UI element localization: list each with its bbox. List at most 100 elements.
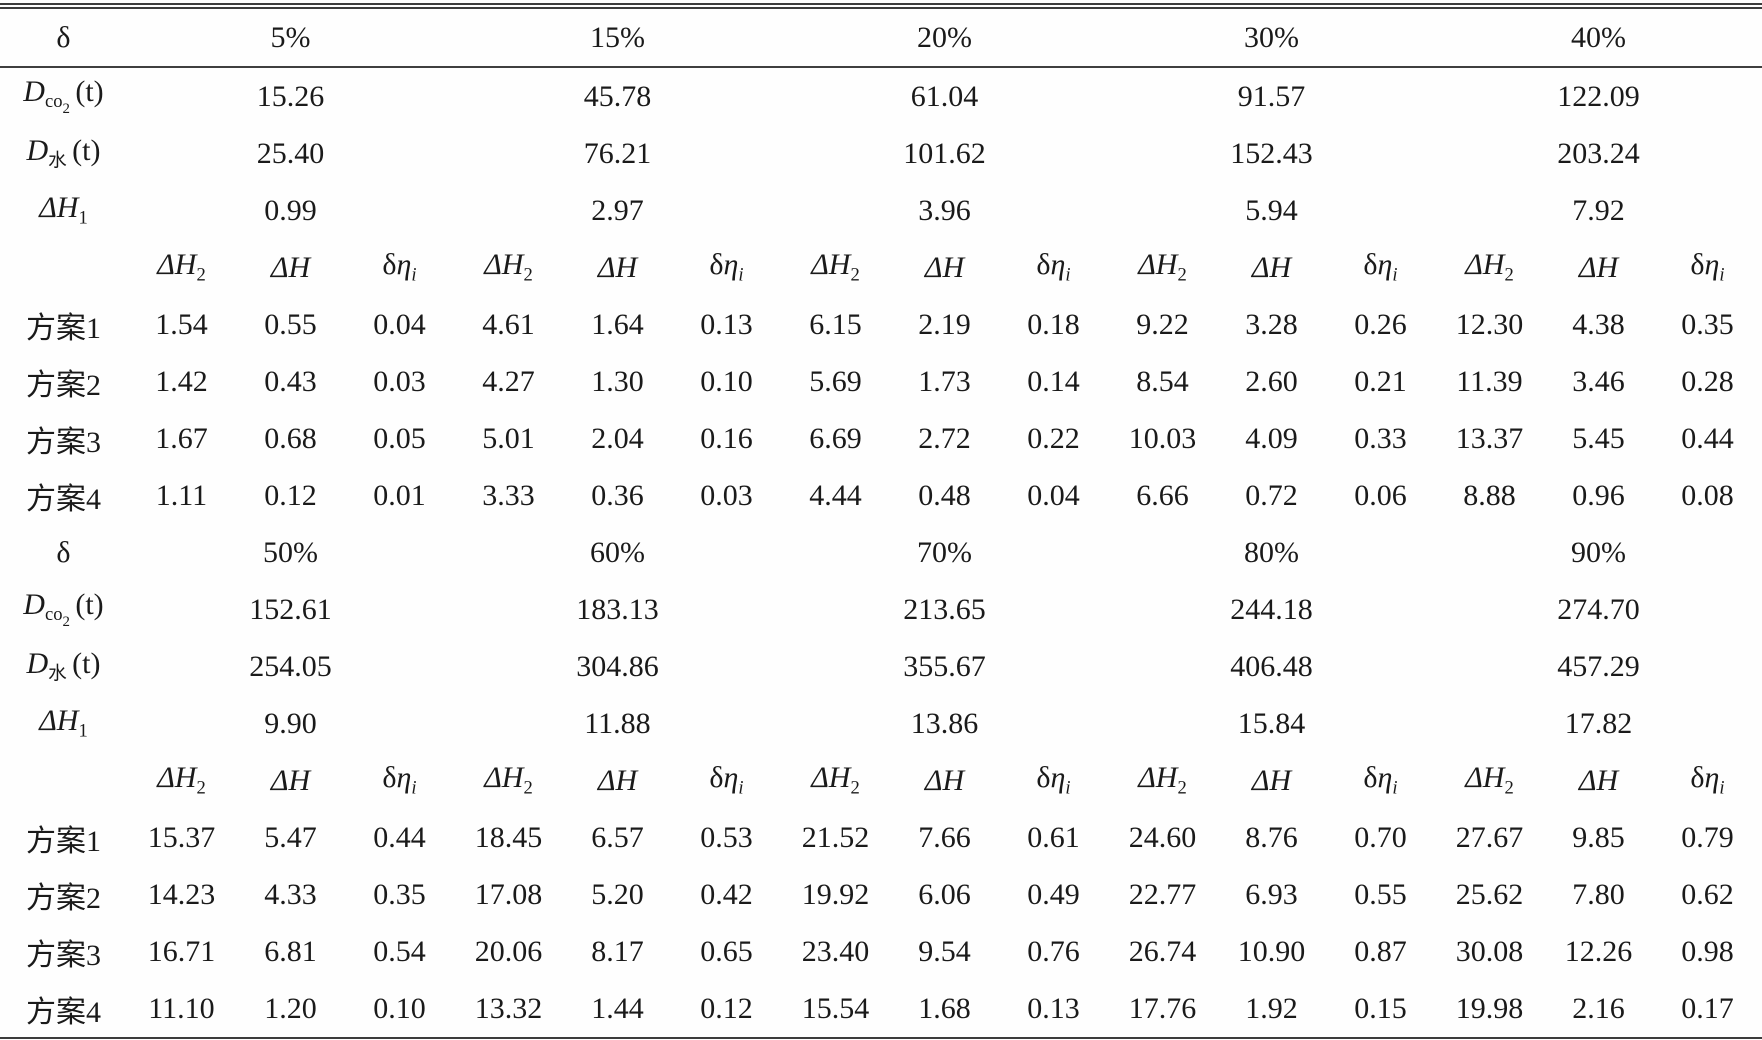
dh1-subscript: 1 <box>78 207 88 229</box>
value-text: 0.44 <box>1681 421 1734 455</box>
value-text: 91.57 <box>1237 79 1306 113</box>
value-text: 15.54 <box>801 991 870 1025</box>
d-subscript-2: 2 <box>62 614 70 631</box>
dh1-symbol: ΔH <box>39 191 79 225</box>
row-label-empty <box>0 752 127 809</box>
spacer-cell <box>454 638 563 695</box>
value-cell: 1.44 <box>563 980 672 1040</box>
value-cell: 12.26 <box>1544 923 1653 980</box>
value-text: 10.03 <box>1128 421 1197 455</box>
deta-subscript: i <box>738 777 744 799</box>
spacer-cell <box>999 6 1108 68</box>
deta-subscript: i <box>1392 264 1398 286</box>
value-cell: 4.44 <box>781 467 890 524</box>
delta-symbol: δ <box>56 535 71 569</box>
dh2-symbol: ΔH <box>484 248 524 282</box>
spacer-cell <box>1108 182 1217 239</box>
value-text: 13.37 <box>1455 421 1524 455</box>
deta-delta-symbol: δ <box>1690 761 1705 795</box>
value-cell: 61.04 <box>890 67 999 125</box>
value-cell: 8.76 <box>1217 809 1326 866</box>
row-label: ΔH1 <box>0 695 127 752</box>
value-text: 152.43 <box>1230 136 1313 170</box>
value-text: 50% <box>263 535 318 569</box>
value-cell: 0.55 <box>236 296 345 353</box>
spacer-cell <box>999 695 1108 752</box>
deta-delta-symbol: δ <box>382 248 397 282</box>
col-header-deta: δηi <box>672 752 781 809</box>
d-unit: (t) <box>75 587 104 621</box>
value-cell: 10.90 <box>1217 923 1326 980</box>
value-cell: 4.38 <box>1544 296 1653 353</box>
dwater-row: D水 (t) 25.40 76.21 101.62 152.43 203.24 <box>0 125 1762 182</box>
deta-eta-symbol: η <box>723 761 739 795</box>
value-cell: 406.48 <box>1217 638 1326 695</box>
row-label: ΔH1 <box>0 182 127 239</box>
value-cell: 0.16 <box>672 410 781 467</box>
value-cell: 355.67 <box>890 638 999 695</box>
value-cell: 2.19 <box>890 296 999 353</box>
results-table: δ 5% 15% 20% 30% 40% Dco2(t) 15.26 45.78 61.04 91.… <box>0 3 1762 1040</box>
spacer-cell <box>672 638 781 695</box>
spacer-cell <box>127 182 236 239</box>
value-cell: 76.21 <box>563 125 672 182</box>
spacer-cell <box>345 695 454 752</box>
value-cell: 0.96 <box>1544 467 1653 524</box>
value-cell: 11.88 <box>563 695 672 752</box>
dh2-subscript: 2 <box>196 777 206 799</box>
value-text: 0.68 <box>264 421 317 455</box>
d-subscript-text: 水 <box>48 663 67 685</box>
value-text: 0.05 <box>373 421 426 455</box>
value-text: 7.80 <box>1572 877 1625 911</box>
dh-symbol: ΔH <box>270 763 311 797</box>
dh1-row: ΔH1 0.99 2.97 3.96 5.94 7.92 <box>0 182 1762 239</box>
value-cell: 0.13 <box>999 980 1108 1040</box>
row-label-empty <box>0 239 127 296</box>
value-cell: 101.62 <box>890 125 999 182</box>
dh2-symbol: ΔH <box>1465 761 1505 795</box>
spacer-cell <box>1326 581 1435 638</box>
spacer-cell <box>1326 524 1435 581</box>
value-text: 19.92 <box>801 877 870 911</box>
dh2-subscript: 2 <box>523 264 533 286</box>
subheader-row: ΔH2 ΔH δηi ΔH2 ΔH δηi ΔH2 ΔH δηi ΔH2 ΔH δηi ΔH2 ΔH δηi <box>0 239 1762 296</box>
value-cell: 5.69 <box>781 353 890 410</box>
value-text: 0.42 <box>700 877 753 911</box>
spacer-cell <box>345 524 454 581</box>
dh2-subscript: 2 <box>1504 264 1514 286</box>
value-text: 0.61 <box>1027 820 1080 854</box>
d-subscript: co2 <box>45 91 70 117</box>
value-cell: 0.03 <box>672 467 781 524</box>
value-text: 1.42 <box>155 364 208 398</box>
value-text: 0.44 <box>373 820 426 854</box>
value-cell: 244.18 <box>1217 581 1326 638</box>
scheme-label: 方案1 <box>0 809 127 866</box>
value-text: 6.15 <box>809 307 862 341</box>
value-cell: 7.66 <box>890 809 999 866</box>
spacer-cell <box>454 67 563 125</box>
value-text: 0.21 <box>1354 364 1407 398</box>
value-text: 11.39 <box>1456 364 1523 398</box>
col-header-deta: δηi <box>1326 239 1435 296</box>
d-symbol: D <box>26 134 49 168</box>
value-text: 30% <box>1244 20 1299 54</box>
dh2-symbol: ΔH <box>157 761 197 795</box>
value-cell: 6.69 <box>781 410 890 467</box>
col-header-dh: ΔH <box>1544 239 1653 296</box>
value-cell: 122.09 <box>1544 67 1653 125</box>
value-cell: 3.96 <box>890 182 999 239</box>
value-cell: 0.35 <box>345 866 454 923</box>
value-cell: 0.36 <box>563 467 672 524</box>
value-text: 1.92 <box>1245 991 1298 1025</box>
value-cell: 60% <box>563 524 672 581</box>
d-unit: (t) <box>75 74 104 108</box>
value-text: 4.27 <box>482 364 535 398</box>
spacer-cell <box>999 182 1108 239</box>
d-subscript: co2 <box>45 604 70 630</box>
value-cell: 19.98 <box>1435 980 1544 1040</box>
spacer-cell <box>999 581 1108 638</box>
spacer-cell <box>672 695 781 752</box>
col-header-dh: ΔH <box>1544 752 1653 809</box>
value-cell: 13.32 <box>454 980 563 1040</box>
value-cell: 26.74 <box>1108 923 1217 980</box>
